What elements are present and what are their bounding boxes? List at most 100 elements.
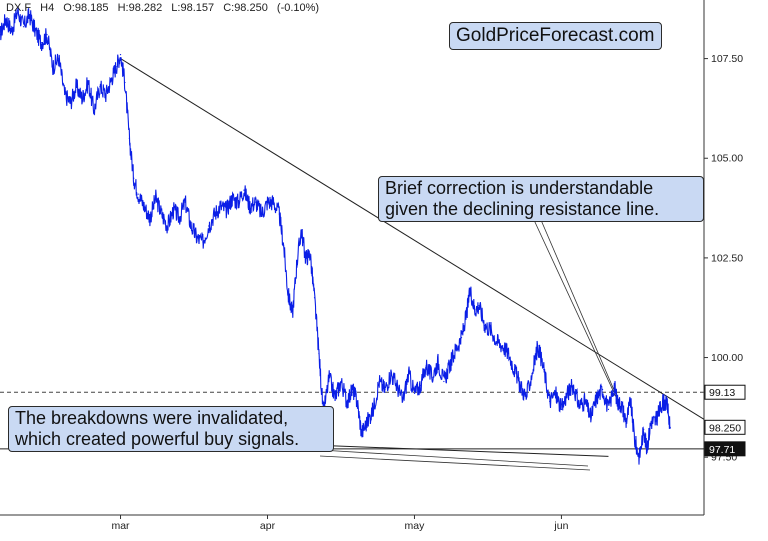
price-point-112 [621, 404, 623, 406]
price-label-text: 97.71 [709, 444, 735, 456]
breakdown-pointer-b [319, 455, 591, 471]
resistance-line [120, 58, 705, 420]
y-tick-label-0: 107.50 [711, 53, 743, 65]
price-point-116 [638, 456, 640, 458]
y-tick-label-1: 105.00 [711, 153, 743, 165]
price-label-text: 98.250 [709, 422, 741, 434]
high-value: H:98.282 [117, 2, 163, 14]
price-point-34 [190, 225, 192, 227]
price-point-85 [469, 289, 471, 291]
price-point-42 [237, 201, 239, 203]
quote-header: DX.F H4 O:98.185 H:98.282 L:98.157 C:98.… [6, 2, 325, 14]
price-label-text: 99.13 [709, 387, 735, 399]
price-point-39 [219, 205, 222, 207]
price-point-61 [334, 396, 336, 399]
price-point-106 [590, 416, 592, 418]
resistance-callout: Brief correction is understandable given… [378, 176, 704, 222]
price-point-64 [352, 388, 354, 391]
price-point-63 [346, 400, 348, 402]
price-point-12 [69, 101, 72, 104]
price-point-101 [560, 408, 563, 410]
price-point-3 [17, 10, 19, 12]
price-point-92 [507, 352, 510, 355]
price-point-120 [654, 420, 657, 422]
price-point-105 [584, 400, 586, 402]
price-label-box [704, 419, 746, 435]
price-point-107 [596, 396, 598, 399]
price-point-102 [566, 392, 568, 395]
price-point-97 [537, 344, 539, 347]
price-point-54 [300, 229, 302, 231]
price-point-110 [613, 384, 615, 387]
price-point-77 [425, 364, 427, 367]
price-label-98-250: 98.250 [704, 419, 746, 435]
resistance-callout-line-2: given the declining resistance line. [385, 199, 660, 219]
price-point-9 [52, 65, 54, 68]
price-point-26 [143, 205, 145, 207]
price-point-115 [634, 440, 636, 442]
support-line-1 [317, 444, 609, 457]
price-point-94 [519, 384, 521, 387]
symbol-label: DX.F [6, 2, 32, 14]
breakdown-pointer-a [319, 449, 589, 467]
breakdown-callout-line-2: which created powerful buy signals. [15, 429, 300, 449]
price-point-35 [196, 237, 198, 239]
price-point-124 [669, 426, 671, 428]
price-point-37 [208, 225, 210, 227]
price-point-33 [184, 201, 186, 203]
price-point-117 [643, 428, 645, 430]
price-point-13 [75, 85, 78, 88]
price-point-51 [287, 293, 289, 295]
price-point-44 [249, 205, 251, 207]
y-tick-label-3: 100.00 [711, 352, 743, 364]
price-point-45 [255, 201, 257, 203]
price-point-19 [111, 77, 113, 80]
price-point-118 [646, 448, 648, 450]
price-point-25 [137, 193, 139, 195]
price-point-80 [443, 380, 445, 383]
price-point-24 [133, 177, 135, 179]
price-point-47 [266, 201, 269, 203]
price-point-38 [213, 213, 216, 215]
price-point-58 [318, 352, 320, 355]
breakdown-callout-line-1: The breakdowns were invalidated, [15, 408, 289, 428]
price-point-93 [513, 368, 516, 371]
price-point-52 [291, 313, 294, 315]
price-point-122 [662, 400, 664, 402]
price-point-6 [34, 30, 36, 32]
price-point-7 [40, 42, 42, 44]
price-point-66 [360, 432, 363, 434]
price-point-69 [378, 380, 380, 383]
price-point-36 [202, 241, 204, 243]
price-point-76 [419, 384, 421, 387]
x-tick-label-apr: apr [260, 520, 276, 532]
price-label-box [704, 384, 746, 400]
brand-watermark: GoldPriceForecast.com [449, 22, 662, 50]
price-point-108 [601, 388, 604, 391]
price-point-48 [272, 201, 274, 203]
price-point-1 [5, 18, 7, 20]
price-point-16 [93, 109, 95, 112]
price-point-82 [455, 348, 457, 351]
price-point-11 [64, 93, 66, 96]
price-point-72 [396, 384, 398, 387]
price-point-8 [46, 34, 48, 36]
price-point-68 [372, 408, 374, 410]
price-point-88 [484, 325, 486, 327]
price-point-5 [28, 14, 30, 16]
breakdown-callout: The breakdowns were invalidated, which c… [8, 406, 334, 452]
price-point-56 [309, 253, 311, 255]
price-point-111 [616, 400, 618, 402]
price-point-40 [225, 209, 227, 211]
price-point-78 [431, 376, 433, 379]
price-point-89 [490, 329, 492, 331]
price-point-18 [105, 93, 107, 96]
open-value: O:98.185 [63, 2, 109, 14]
price-point-81 [449, 364, 451, 367]
price-point-55 [305, 257, 307, 259]
low-value: L:98.157 [171, 2, 215, 14]
price-point-87 [478, 305, 480, 307]
change-value: (-0.10%) [276, 2, 320, 14]
